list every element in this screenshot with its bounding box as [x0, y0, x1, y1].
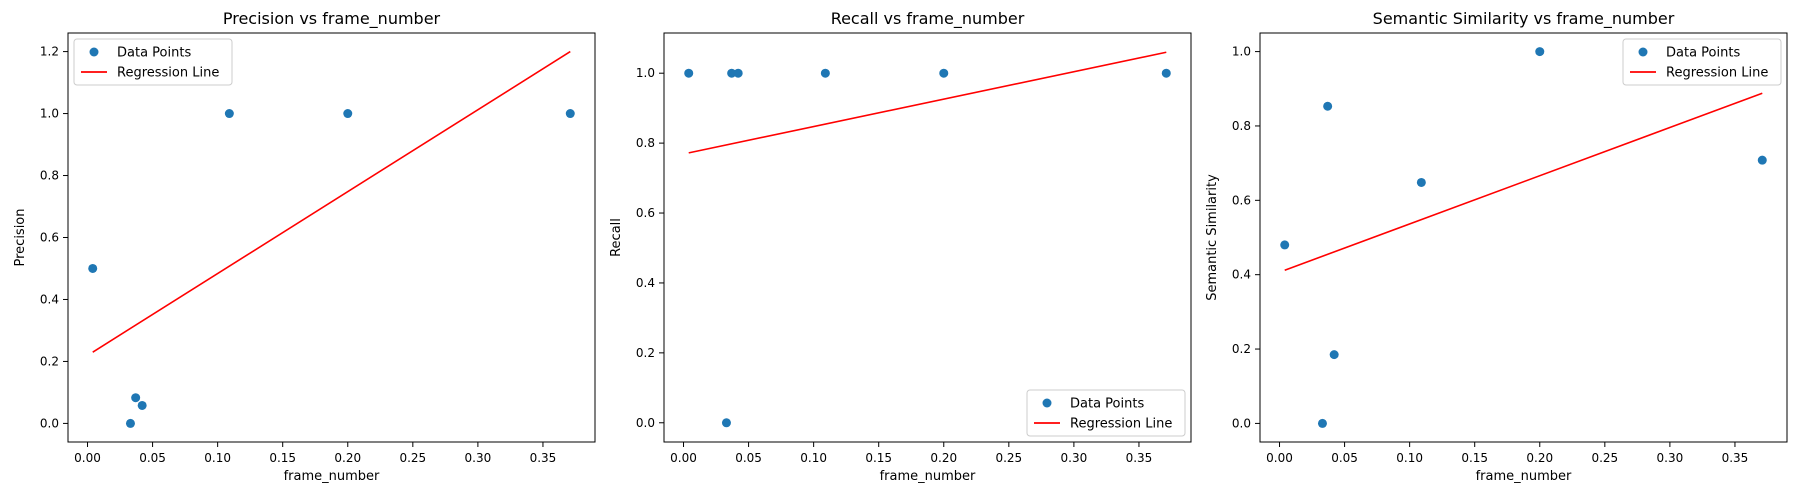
data-point [137, 400, 147, 410]
x-axis-label: frame_number [284, 469, 380, 484]
plot-frame [1259, 32, 1788, 443]
chart-title: Semantic Similarity vs frame_number [1373, 9, 1675, 29]
x-tick-label: 0.20 [930, 451, 957, 465]
regression-line [1284, 92, 1763, 271]
data-point [131, 393, 141, 403]
x-tick-label: 0.10 [1396, 451, 1423, 465]
data-point [820, 68, 830, 78]
legend-label: Regression Line [1666, 66, 1768, 81]
subplot-2: Recall vs frame_number 0.00 0.05 0.10 0.15 0.… [609, 9, 1192, 484]
legend-label: Data Points [1666, 46, 1740, 61]
chart-title: Recall vs frame_number [831, 9, 1025, 29]
regression-line [688, 51, 1167, 154]
y-tick-label: 1.0 [636, 66, 655, 80]
data-point [1416, 177, 1426, 187]
data-point [1280, 240, 1290, 250]
chart-title: Precision vs frame_number [223, 9, 441, 29]
x-tick-label: 0.10 [204, 451, 231, 465]
y-tick-label: 0.2 [1232, 342, 1251, 356]
legend-marker-swatch [1042, 398, 1052, 408]
legend: Data Points Regression Line [1026, 389, 1186, 437]
y-tick-label: 1.2 [40, 45, 59, 59]
x-tick-label: 0.20 [334, 451, 361, 465]
legend-marker-swatch [1638, 47, 1648, 57]
data-point [727, 68, 737, 78]
data-point [565, 109, 575, 119]
y-tick-label: 1.0 [1232, 45, 1251, 59]
subplot-1: Precision vs frame_number 0.00 0.05 0.10 0.1… [13, 9, 596, 484]
legend-box [73, 38, 233, 86]
x-tick-label: 0.10 [800, 451, 827, 465]
y-tick-label: 0.4 [40, 292, 59, 306]
x-tick-label: 0.00 [1266, 451, 1293, 465]
data-point [1317, 418, 1327, 428]
x-tick-label: 0.30 [465, 451, 492, 465]
x-tick-label: 0.25 [1591, 451, 1618, 465]
y-tick-label: 0.4 [1232, 268, 1251, 282]
plot-frame [67, 32, 596, 443]
y-axis-label: Semantic Similarity [1205, 174, 1220, 301]
legend-box [1026, 389, 1186, 437]
legend-marker-swatch [89, 47, 99, 57]
y-tick-label: 0.6 [636, 206, 655, 220]
data-point [1757, 155, 1767, 165]
y-tick-label: 0.2 [636, 346, 655, 360]
x-tick-label: 0.00 [670, 451, 697, 465]
x-tick-label: 0.05 [735, 451, 762, 465]
data-point [88, 263, 98, 273]
x-tick-label: 0.15 [1461, 451, 1488, 465]
x-tick-label: 0.25 [995, 451, 1022, 465]
x-tick-label: 0.15 [865, 451, 892, 465]
data-point [125, 418, 135, 428]
y-tick-label: 0.6 [40, 231, 59, 245]
x-tick-label: 0.00 [74, 451, 101, 465]
y-tick-label: 0.6 [1232, 193, 1251, 207]
x-tick-label: 0.35 [1126, 451, 1153, 465]
y-tick-label: 0.0 [636, 416, 655, 430]
y-tick-label: 1.0 [40, 107, 59, 121]
x-tick-label: 0.35 [1722, 451, 1749, 465]
y-axis-label: Recall [609, 218, 624, 257]
data-point [684, 68, 694, 78]
x-tick-label: 0.25 [399, 451, 426, 465]
plot-frame [663, 32, 1192, 443]
y-tick-label: 0.0 [1232, 416, 1251, 430]
regression-line [92, 50, 571, 353]
legend-label: Regression Line [117, 66, 219, 81]
legend: Data Points Regression Line [1622, 38, 1782, 86]
y-axis-label: Precision [13, 208, 28, 266]
data-point [733, 68, 743, 78]
data-point [1161, 68, 1171, 78]
y-tick-label: 0.4 [636, 276, 655, 290]
x-tick-label: 0.15 [269, 451, 296, 465]
legend-label: Data Points [117, 46, 191, 61]
x-tick-label: 0.30 [1061, 451, 1088, 465]
subplot-3: Semantic Similarity vs frame_number 0.00 0… [1205, 9, 1788, 484]
data-point [1329, 350, 1339, 360]
data-point [1323, 101, 1333, 111]
x-tick-label: 0.35 [530, 451, 557, 465]
data-point [343, 109, 353, 119]
x-tick-label: 0.05 [1331, 451, 1358, 465]
y-tick-label: 0.2 [40, 354, 59, 368]
x-tick-label: 0.30 [1657, 451, 1684, 465]
legend-box [1622, 38, 1782, 86]
legend: Data Points Regression Line [73, 38, 233, 86]
legend-label: Data Points [1070, 397, 1144, 412]
y-tick-label: 0.0 [40, 416, 59, 430]
x-tick-label: 0.20 [1526, 451, 1553, 465]
data-point [939, 68, 949, 78]
legend-label: Regression Line [1070, 417, 1172, 432]
data-point [1535, 47, 1545, 57]
y-tick-label: 0.8 [40, 169, 59, 183]
x-tick-label: 0.05 [139, 451, 166, 465]
data-point [721, 418, 731, 428]
y-tick-label: 0.8 [1232, 119, 1251, 133]
x-axis-label: frame_number [1476, 469, 1572, 484]
y-tick-label: 0.8 [636, 136, 655, 150]
data-point [224, 109, 234, 119]
x-axis-label: frame_number [880, 469, 976, 484]
